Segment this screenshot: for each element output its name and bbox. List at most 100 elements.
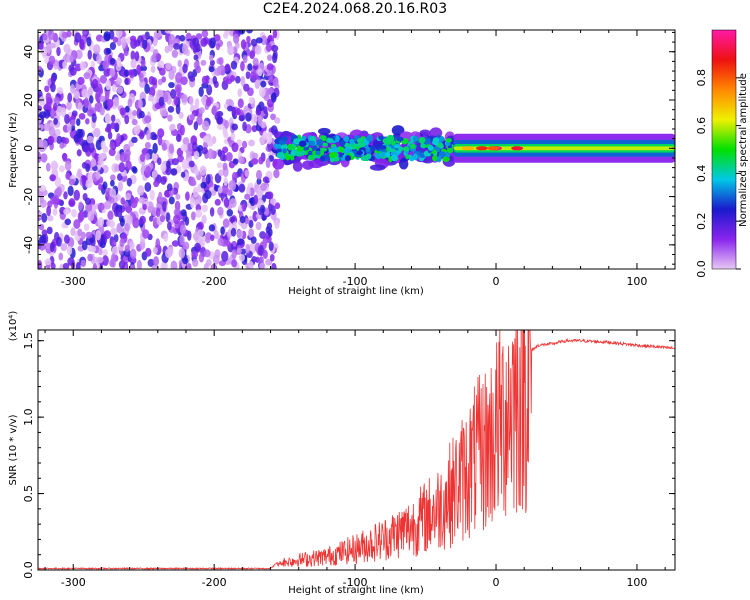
spectrogram-cell (175, 104, 181, 115)
spectrogram-cell (445, 138, 453, 143)
spectrogram-cell (250, 38, 258, 47)
spectrogram-cell (100, 140, 106, 150)
spectrogram-cell (223, 176, 228, 187)
spectrogram-cell (69, 66, 77, 76)
spectrogram-cell (50, 82, 56, 93)
spectrogram-cell (225, 152, 233, 162)
spectrogram-cell (160, 163, 167, 172)
spectrogram-cell (258, 101, 265, 112)
spectrogram-cell (42, 33, 48, 41)
spectrogram-x-axis-label: Height of straight line (km) (288, 286, 424, 297)
spectrogram-cell (149, 189, 155, 201)
spectrogram-y-ticks: -40 -20 0 20 40 (22, 31, 675, 265)
spectrogram-cell (125, 105, 130, 113)
spectrogram-cell (64, 113, 70, 125)
spectrogram-cell (46, 43, 51, 54)
spectrogram-cell (307, 140, 316, 146)
spectrogram-y-tick-label: 40 (22, 45, 35, 59)
spectrogram-cell (179, 234, 185, 246)
spectrogram-cell (266, 191, 274, 200)
spectrogram-cell (56, 236, 62, 247)
spectrogram-cell (120, 197, 126, 205)
spectrogram-cell (254, 79, 261, 90)
spectrogram-cell (104, 200, 112, 210)
spectrogram-cell (151, 151, 158, 162)
spectrogram-cell (302, 145, 310, 151)
spectrogram-cell (190, 211, 196, 221)
spectrogram-cell (181, 43, 188, 55)
spectrogram-cell (109, 141, 116, 150)
spectrogram-cell (265, 258, 273, 266)
spectrogram-cell (165, 62, 172, 70)
spectrogram-cell (97, 83, 103, 93)
snr-x-ticks: -300 -200 -100 0 100 (44, 330, 666, 589)
spectrogram-peak (461, 146, 474, 151)
spectrogram-peak (511, 146, 524, 151)
spectrogram-cell (129, 264, 136, 269)
spectrogram-y-tick-label: -20 (22, 188, 35, 206)
spectrogram-cell (145, 247, 152, 257)
spectrogram-cell (259, 231, 267, 239)
spectrogram-cell (205, 174, 211, 185)
spectrogram-cell (274, 117, 281, 124)
spectrogram-cell (84, 197, 92, 205)
spectrogram-cell (170, 168, 178, 176)
spectrogram-cell (110, 114, 116, 123)
spectrogram-cell (204, 236, 211, 244)
spectrogram-cell (128, 69, 135, 76)
spectrogram-cell (207, 148, 214, 160)
spectrogram-cell (82, 30, 88, 36)
spectrogram-cell (325, 153, 331, 160)
snr-y-tick-label: 1.0 (22, 408, 35, 426)
spectrogram-cell (177, 154, 184, 163)
spectrogram-cell (158, 96, 165, 107)
spectrogram-cell (124, 114, 130, 125)
spectrogram-cell (243, 83, 250, 92)
spectrogram-cell (50, 74, 56, 85)
spectrogram-cell (198, 86, 204, 97)
spectrogram-cell (259, 262, 266, 269)
spectrogram-cell (161, 110, 169, 117)
spectrogram-y-tick-label: -40 (22, 236, 35, 254)
spectrogram-cell (266, 63, 274, 71)
spectrogram-cell (121, 37, 127, 49)
spectrogram-cell (231, 171, 238, 182)
spectrogram-cell (409, 156, 415, 162)
spectrogram-cell (40, 234, 47, 245)
spectrogram-cell (238, 30, 246, 35)
spectrogram-cell (198, 107, 205, 114)
spectrogram-cell (80, 259, 87, 268)
spectrogram-cell (360, 155, 369, 162)
spectrogram-cell (127, 214, 133, 226)
spectrogram-cell (203, 263, 209, 269)
spectrogram-cell (268, 241, 274, 251)
spectrogram-cell (256, 177, 262, 185)
spectrogram-cell (215, 42, 221, 51)
spectrogram-cell (208, 224, 216, 232)
colorbar-tick-label: 0.2 (695, 212, 708, 230)
spectrogram-cell (129, 35, 137, 42)
snr-y-axis-label: SNR (10 * v/v) (8, 414, 19, 485)
spectrogram-x-tick-label: -200 (202, 275, 227, 288)
spectrogram-cell (210, 234, 215, 242)
spectrogram-cell (319, 135, 327, 140)
spectrogram-cell (226, 208, 234, 217)
spectrogram-cell (106, 98, 114, 109)
spectrogram-cell (110, 253, 116, 264)
spectrogram-cell (250, 236, 257, 244)
spectrogram-cell (251, 152, 259, 159)
spectrogram-cell (200, 59, 207, 66)
spectrogram-cell (224, 119, 229, 129)
spectrogram-cell (209, 207, 215, 217)
spectrogram-cell (139, 153, 146, 163)
spectrogram-cell (83, 72, 91, 80)
spectrogram-x-tick-label: 0 (493, 275, 500, 288)
spectrogram-cell (40, 153, 48, 163)
spectrogram-cell (133, 125, 141, 135)
spectrogram-cell (182, 63, 188, 74)
spectrogram-cell (180, 76, 188, 86)
colorbar-tick-label: 0.8 (695, 69, 708, 87)
spectrogram-cell (198, 252, 205, 263)
spectrogram-cell (64, 218, 72, 226)
spectrogram-cell (304, 149, 309, 156)
